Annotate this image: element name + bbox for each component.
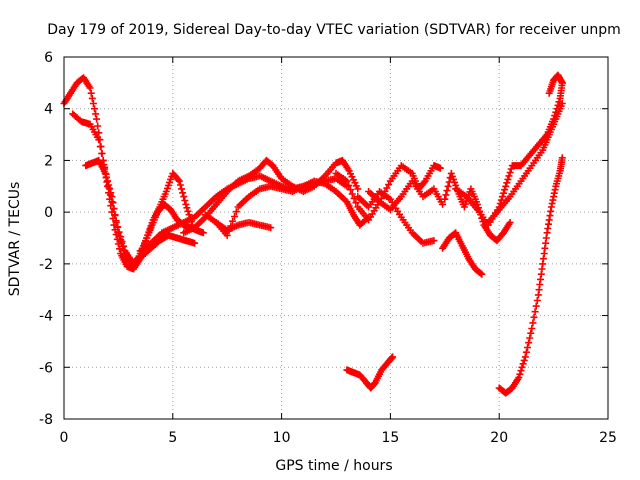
series-trace-j xyxy=(365,177,447,214)
axis-ticks: 0 5 10 15 20 25 -8 -6 -4 -2 0 2 4 6 xyxy=(39,50,617,446)
plot-frame xyxy=(63,56,609,420)
data-point-markers xyxy=(545,71,566,97)
series-trace-g xyxy=(212,177,373,239)
x-tick-label: 10 xyxy=(273,430,291,446)
series-trace-a xyxy=(60,74,196,273)
data-points xyxy=(60,71,566,397)
data-point-markers xyxy=(495,154,566,397)
x-tick-label: 15 xyxy=(381,430,399,446)
y-axis-label: SDTVAR / TECUs xyxy=(7,182,23,297)
data-point-markers xyxy=(332,162,444,224)
data-point-markers xyxy=(484,100,566,226)
data-point-markers xyxy=(212,177,373,239)
data-point-markers xyxy=(343,353,397,392)
series-trace-p xyxy=(495,154,566,397)
series-trace-h xyxy=(332,162,444,224)
data-point-markers xyxy=(439,229,486,278)
data-point-markers xyxy=(201,211,275,234)
y-tick-label: 0 xyxy=(44,205,53,221)
data-point-markers xyxy=(60,74,196,273)
x-tick-label: 20 xyxy=(490,430,508,446)
x-tick-label: 0 xyxy=(60,430,69,446)
x-axis-label: GPS time / hours xyxy=(275,458,392,474)
y-tick-label: -2 xyxy=(39,257,53,273)
series-trace-o xyxy=(545,71,566,97)
data-point-markers xyxy=(365,177,447,214)
y-tick-label: -4 xyxy=(39,309,53,325)
x-tick-label: 25 xyxy=(599,430,617,446)
y-tick-label: -8 xyxy=(39,412,53,428)
series-trace-l xyxy=(439,229,486,278)
y-tick-label: 4 xyxy=(44,102,53,118)
chart-title: Day 179 of 2019, Sidereal Day-to-day VTE… xyxy=(47,22,621,38)
series-trace-q xyxy=(343,353,397,392)
series-trace-n xyxy=(484,100,566,226)
y-tick-label: -6 xyxy=(39,360,53,376)
series-trace-f xyxy=(201,211,275,234)
y-tick-label: 6 xyxy=(44,50,53,66)
x-tick-label: 5 xyxy=(168,430,177,446)
y-tick-label: 2 xyxy=(44,153,53,169)
